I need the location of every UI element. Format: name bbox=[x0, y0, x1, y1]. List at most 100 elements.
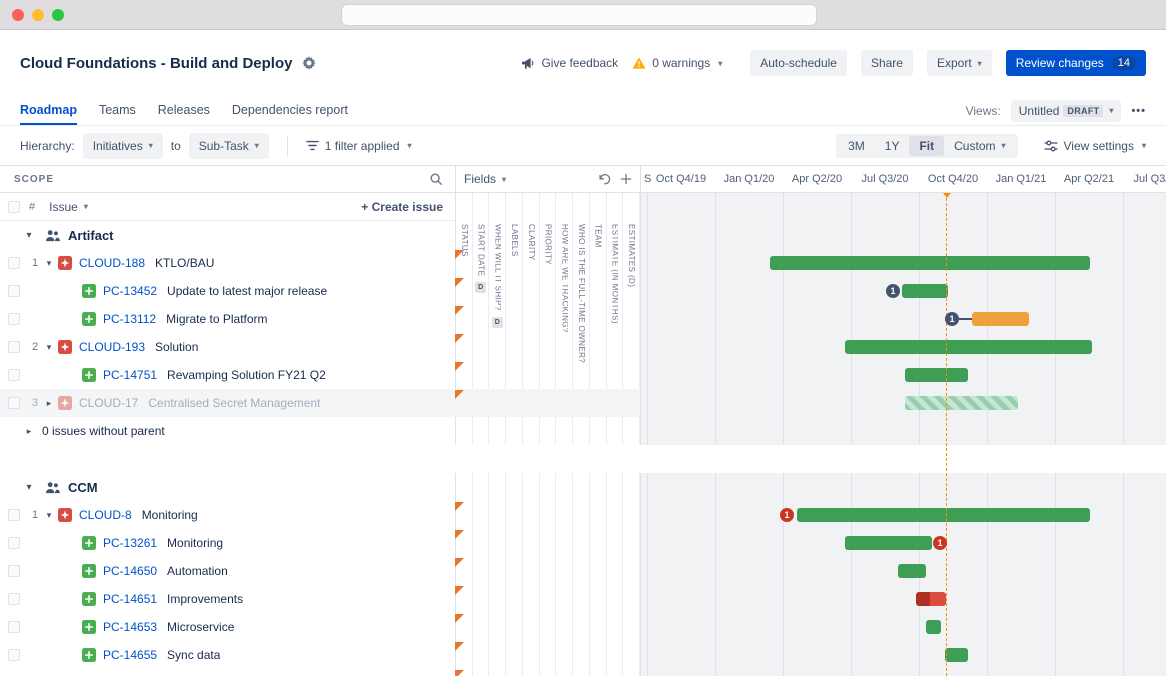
field-column-estimate-in-months[interactable]: ESTIMATE (IN MONTHS) bbox=[607, 193, 624, 676]
row-checkbox[interactable] bbox=[8, 649, 20, 661]
field-column-who-is-the-full-time-owner[interactable]: WHO IS THE FULL-TIME OWNER? bbox=[573, 193, 590, 676]
add-column-icon[interactable] bbox=[620, 173, 632, 185]
gantt-bar[interactable] bbox=[902, 284, 948, 298]
row-checkbox[interactable] bbox=[8, 341, 20, 353]
gantt-bar[interactable] bbox=[905, 368, 968, 382]
row-checkbox[interactable] bbox=[8, 509, 20, 521]
gantt-bar[interactable] bbox=[945, 648, 968, 662]
row-checkbox[interactable] bbox=[8, 565, 20, 577]
issue-key-link[interactable]: PC-14751 bbox=[103, 368, 158, 382]
row-number: 3 bbox=[31, 397, 39, 409]
filter-applied-dropdown[interactable]: 1 filter applied ▾ bbox=[306, 139, 412, 153]
field-column-how-are-we-tracking[interactable]: HOW ARE WE TRACKING? bbox=[556, 193, 574, 676]
field-column-status[interactable]: STATUS bbox=[456, 193, 473, 676]
gantt-bar[interactable] bbox=[770, 256, 1090, 270]
chevron-right-icon[interactable]: ▸ bbox=[46, 397, 52, 408]
field-column-estimates-d[interactable]: ESTIMATES (D) bbox=[623, 193, 641, 676]
field-column-labels[interactable]: LABELS bbox=[506, 193, 523, 676]
row-checkbox[interactable] bbox=[8, 537, 20, 549]
issue-key-link[interactable]: PC-13452 bbox=[103, 284, 158, 298]
tab-dependencies-report[interactable]: Dependencies report bbox=[231, 102, 348, 117]
issue-key-link[interactable]: PC-14653 bbox=[103, 620, 158, 634]
chevron-down-icon[interactable]: ▾ bbox=[46, 341, 52, 352]
issue-column-header[interactable]: Issue ▾ bbox=[49, 200, 88, 214]
issue-count-badge[interactable]: 1 bbox=[945, 312, 959, 326]
auto-schedule-button[interactable]: Auto-schedule bbox=[750, 50, 847, 76]
review-changes-button[interactable]: Review changes 14 bbox=[1005, 50, 1146, 76]
gantt-bar[interactable] bbox=[845, 536, 932, 550]
chevron-down-icon[interactable]: ▾ bbox=[46, 509, 52, 520]
chevron-down-icon[interactable]: ▾ bbox=[26, 229, 32, 241]
gantt-bar[interactable] bbox=[845, 340, 1092, 354]
gantt-bar[interactable] bbox=[926, 620, 941, 634]
issue-key-link[interactable]: PC-14655 bbox=[103, 648, 158, 662]
issue-key-link[interactable]: PC-13261 bbox=[103, 536, 158, 550]
issue-count-badge[interactable]: 1 bbox=[780, 508, 794, 522]
view-settings-dropdown[interactable]: View settings ▾ bbox=[1043, 139, 1146, 153]
timeline-cell bbox=[640, 445, 1166, 473]
zoom-fit-button[interactable]: Fit bbox=[909, 135, 945, 156]
tab-teams[interactable]: Teams bbox=[98, 102, 136, 117]
timeline-quarter-label: Jan Q1/20 bbox=[723, 173, 775, 185]
zoom-window-button[interactable] bbox=[52, 8, 64, 21]
chevron-down-icon[interactable]: ▾ bbox=[46, 257, 52, 268]
minimize-window-button[interactable] bbox=[32, 8, 44, 21]
row-checkbox[interactable] bbox=[8, 369, 20, 381]
issue-key-link[interactable]: PC-13112 bbox=[103, 312, 157, 326]
tab-roadmap[interactable]: Roadmap bbox=[20, 96, 77, 125]
issue-key-link[interactable]: PC-14651 bbox=[103, 592, 158, 606]
row-pc-14655: PC-14655 Sync data bbox=[0, 641, 1166, 669]
zoom-custom-button[interactable]: Custom ▾ bbox=[944, 136, 1015, 156]
issue-summary: Migrate to Platform bbox=[166, 312, 268, 326]
browser-address-bar[interactable] bbox=[341, 4, 817, 26]
warnings-dropdown[interactable]: 0 warnings ▾ bbox=[632, 56, 722, 70]
give-feedback-button[interactable]: Give feedback bbox=[521, 56, 618, 70]
field-column-priority[interactable]: PRIORITY bbox=[540, 193, 557, 676]
row-checkbox[interactable] bbox=[8, 397, 20, 409]
row-checkbox[interactable] bbox=[8, 257, 20, 269]
export-button[interactable]: Export ▾ bbox=[926, 50, 992, 76]
field-column-label: STATUS bbox=[459, 224, 468, 257]
gantt-bar[interactable] bbox=[972, 312, 1029, 326]
field-column-start-date[interactable]: START DATE D bbox=[473, 193, 490, 676]
more-options-button[interactable]: ••• bbox=[1131, 104, 1146, 117]
chevron-right-icon[interactable]: ▸ bbox=[26, 425, 32, 436]
select-all-checkbox[interactable] bbox=[8, 200, 20, 213]
view-selector-button[interactable]: Untitled DRAFT ▾ bbox=[1010, 99, 1122, 122]
field-column-clarity[interactable]: CLARITY bbox=[523, 193, 540, 676]
row-checkbox[interactable] bbox=[8, 621, 20, 633]
issue-key-link[interactable]: CLOUD-193 bbox=[79, 340, 146, 354]
field-column-when-will-it-ship[interactable]: WHEN WILL IT SHIP? D bbox=[489, 193, 507, 676]
undo-icon[interactable] bbox=[598, 173, 611, 185]
zoom-3m-button[interactable]: 3M bbox=[848, 138, 865, 153]
issue-key-link[interactable]: CLOUD-8 bbox=[79, 508, 132, 522]
auto-schedule-label: Auto-schedule bbox=[760, 56, 837, 70]
close-window-button[interactable] bbox=[12, 8, 24, 21]
search-icon[interactable] bbox=[429, 172, 443, 186]
row-checkbox[interactable] bbox=[8, 313, 20, 325]
gantt-bar[interactable] bbox=[905, 396, 1018, 410]
row-checkbox[interactable] bbox=[8, 285, 20, 297]
issue-key-link[interactable]: PC-14650 bbox=[103, 564, 158, 578]
gear-icon[interactable] bbox=[302, 56, 317, 70]
gantt-bar[interactable] bbox=[898, 564, 926, 578]
field-column-team[interactable]: TEAM bbox=[590, 193, 607, 676]
gantt-bar[interactable] bbox=[916, 592, 946, 606]
issue-key-link[interactable]: CLOUD-188 bbox=[79, 256, 146, 270]
hierarchy-to-dropdown[interactable]: Sub-Task ▾ bbox=[188, 132, 269, 159]
hierarchy-from-dropdown[interactable]: Initiatives ▾ bbox=[82, 132, 163, 159]
gantt-bar[interactable] bbox=[797, 508, 1090, 522]
zoom-1y-button[interactable]: 1Y bbox=[884, 138, 900, 153]
row-checkbox[interactable] bbox=[8, 593, 20, 605]
fields-dropdown[interactable]: Fields ▾ bbox=[464, 172, 506, 186]
issue-count-badge[interactable]: 1 bbox=[933, 536, 947, 550]
warnings-label: 0 warnings bbox=[652, 56, 711, 70]
share-button[interactable]: Share bbox=[860, 50, 913, 76]
tab-releases[interactable]: Releases bbox=[157, 102, 210, 117]
issue-count-badge[interactable]: 1 bbox=[886, 284, 900, 298]
issue-key-link[interactable]: CLOUD-17 bbox=[79, 396, 139, 410]
row-pc-14751: PC-14751 Revamping Solution FY21 Q2 bbox=[0, 361, 1166, 389]
chevron-down-icon[interactable]: ▾ bbox=[26, 481, 32, 493]
create-issue-button[interactable]: + Create issue bbox=[361, 199, 443, 214]
